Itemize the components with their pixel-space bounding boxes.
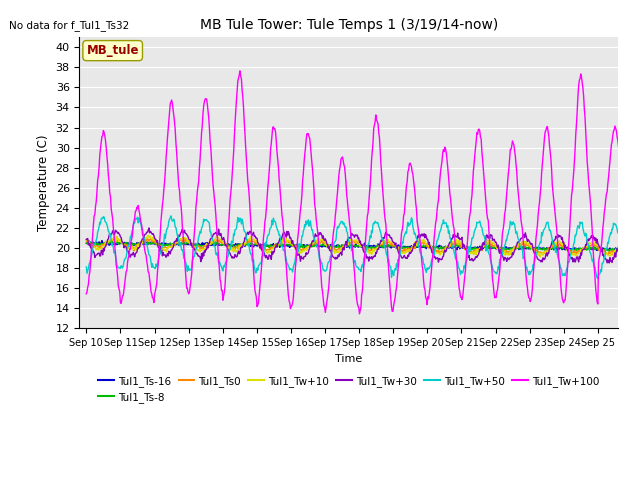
X-axis label: Time: Time	[335, 354, 362, 364]
Text: MB_tule: MB_tule	[86, 44, 139, 57]
Text: No data for f_Tul1_Ts32: No data for f_Tul1_Ts32	[10, 20, 130, 31]
Y-axis label: Temperature (C): Temperature (C)	[37, 134, 50, 231]
Title: MB Tule Tower: Tule Temps 1 (3/19/14-now): MB Tule Tower: Tule Temps 1 (3/19/14-now…	[200, 18, 498, 32]
Legend: Tul1_Ts-16, Tul1_Ts-8, Tul1_Ts0, Tul1_Tw+10, Tul1_Tw+30, Tul1_Tw+50, Tul1_Tw+100: Tul1_Ts-16, Tul1_Ts-8, Tul1_Ts0, Tul1_Tw…	[94, 372, 604, 407]
